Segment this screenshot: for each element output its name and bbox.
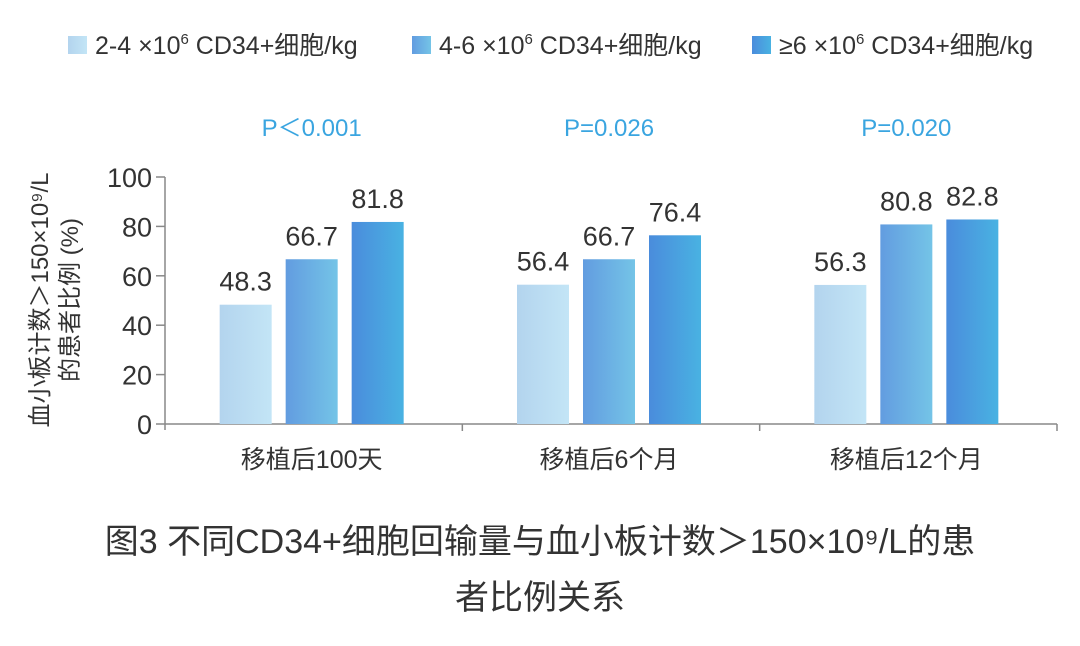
y-tick-label: 80 [122, 212, 152, 242]
bar [517, 284, 569, 424]
y-tick-label: 0 [137, 410, 152, 440]
y-tick-label: 40 [122, 311, 152, 341]
data-label: 66.7 [583, 221, 636, 251]
y-axis-label-line: 血小板计数＞150×10⁹/L [27, 172, 54, 427]
x-tick-label: 移植后6个月 [540, 446, 679, 474]
data-label: 48.3 [219, 267, 272, 297]
data-label: 66.7 [285, 221, 338, 251]
bar [219, 304, 272, 424]
bar [946, 219, 999, 424]
data-label: 80.8 [880, 186, 933, 216]
data-label: 81.8 [351, 184, 404, 214]
legend-label: 4-6 ×106 CD34+细胞/kg [439, 31, 702, 60]
y-tick-label: 20 [122, 361, 152, 391]
data-label: 76.4 [649, 197, 702, 227]
legend-swatch [752, 36, 771, 54]
p-value-annotation: P=0.020 [861, 115, 951, 142]
p-value-annotation: P＜0.001 [262, 115, 362, 142]
bar [814, 284, 867, 424]
bar [285, 259, 338, 424]
bar-chart: 2-4 ×106 CD34+细胞/kg 4-6 ×106 CD34+细胞/kg ≥6… [27, 31, 1058, 474]
legend-swatch [412, 36, 431, 54]
data-label: 82.8 [946, 181, 999, 211]
p-value-annotation: P=0.026 [564, 115, 654, 142]
data-label: 56.3 [814, 247, 867, 277]
bar [583, 259, 635, 424]
data-label: 56.4 [517, 247, 570, 277]
y-tick-label: 60 [122, 262, 152, 292]
legend-label: ≥6 ×106 CD34+细胞/kg [779, 31, 1033, 60]
figure-caption-line2: 者比例关系 [455, 579, 625, 617]
figure-caption-line1: 图3 不同CD34+细胞回输量与血小板计数＞150×10⁹/L的患 [104, 523, 976, 561]
legend-swatch [68, 36, 87, 54]
x-tick-label: 移植后12个月 [830, 446, 983, 474]
bar [649, 235, 701, 424]
y-tick-label: 100 [107, 163, 152, 193]
legend-label: 2-4 ×106 CD34+细胞/kg [95, 31, 358, 60]
y-axis-label: 血小板计数＞150×10⁹/L 的患者比例 (%) [27, 172, 84, 427]
bar [880, 224, 933, 424]
y-axis-label-line: 的患者比例 (%) [57, 218, 84, 382]
x-tick-label: 移植后100天 [241, 446, 383, 474]
bar [351, 221, 404, 424]
